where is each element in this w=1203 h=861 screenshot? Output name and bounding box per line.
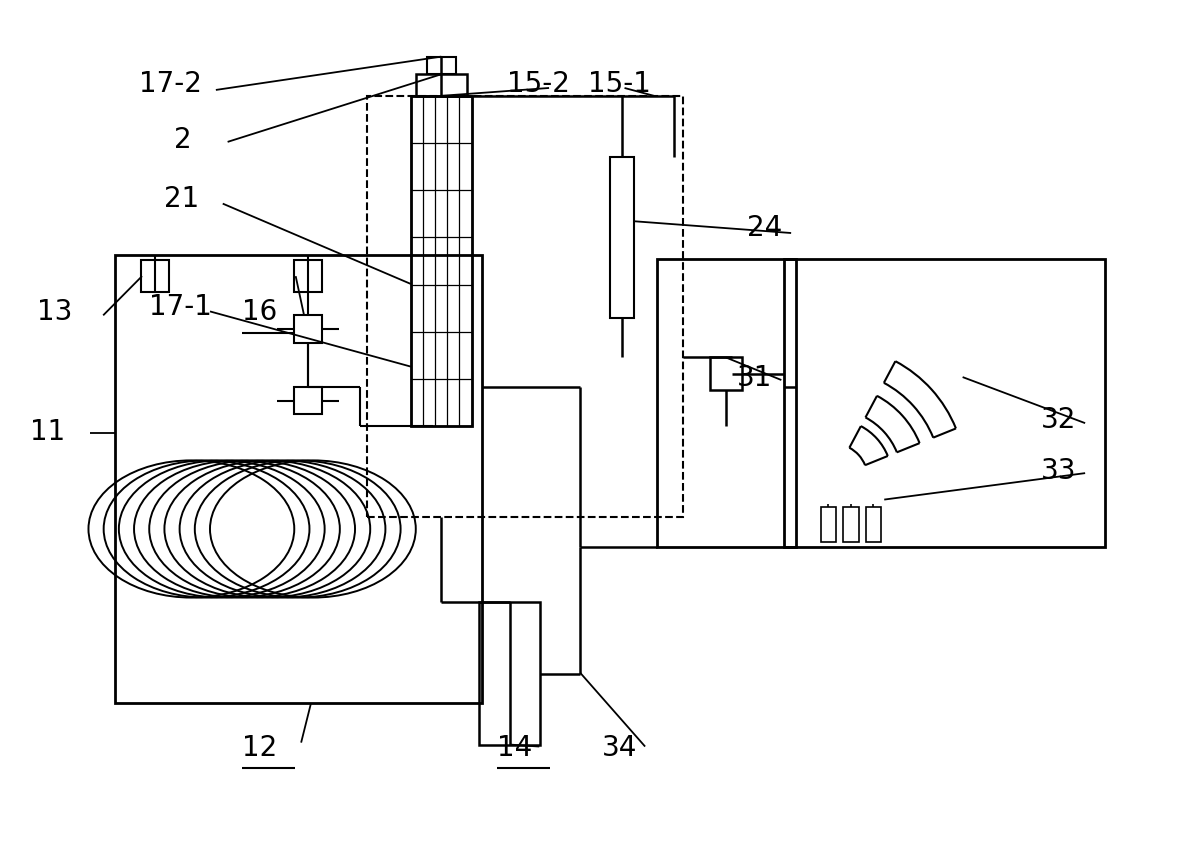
Text: 13: 13 [36,298,72,326]
Text: 21: 21 [164,184,200,213]
Bar [657,260,796,547]
Bar [784,260,1104,547]
Bar [843,508,859,542]
Text: 14: 14 [497,733,533,760]
Bar [411,96,472,426]
Text: 12: 12 [242,733,278,760]
Text: 31: 31 [737,363,772,392]
Bar [427,58,456,75]
Text: 2: 2 [173,126,191,154]
Text: 32: 32 [1041,406,1077,434]
Bar [295,261,321,293]
Bar [115,255,482,703]
Text: 11: 11 [30,418,65,445]
Bar [710,358,742,390]
Bar [416,75,467,96]
Bar [142,261,168,293]
Bar [480,603,540,745]
Bar [295,387,321,415]
Text: 34: 34 [602,733,638,760]
Text: 33: 33 [1041,456,1077,485]
Bar [610,158,634,319]
Text: 15-1: 15-1 [588,70,651,98]
Text: 16: 16 [242,298,278,326]
Bar [866,508,882,542]
Text: 24: 24 [747,214,782,242]
Bar [295,316,321,344]
Text: 17-2: 17-2 [140,70,202,98]
Text: 15-2: 15-2 [506,70,570,98]
Bar [367,96,683,517]
Bar [820,508,836,542]
Text: 17-1: 17-1 [149,292,212,320]
